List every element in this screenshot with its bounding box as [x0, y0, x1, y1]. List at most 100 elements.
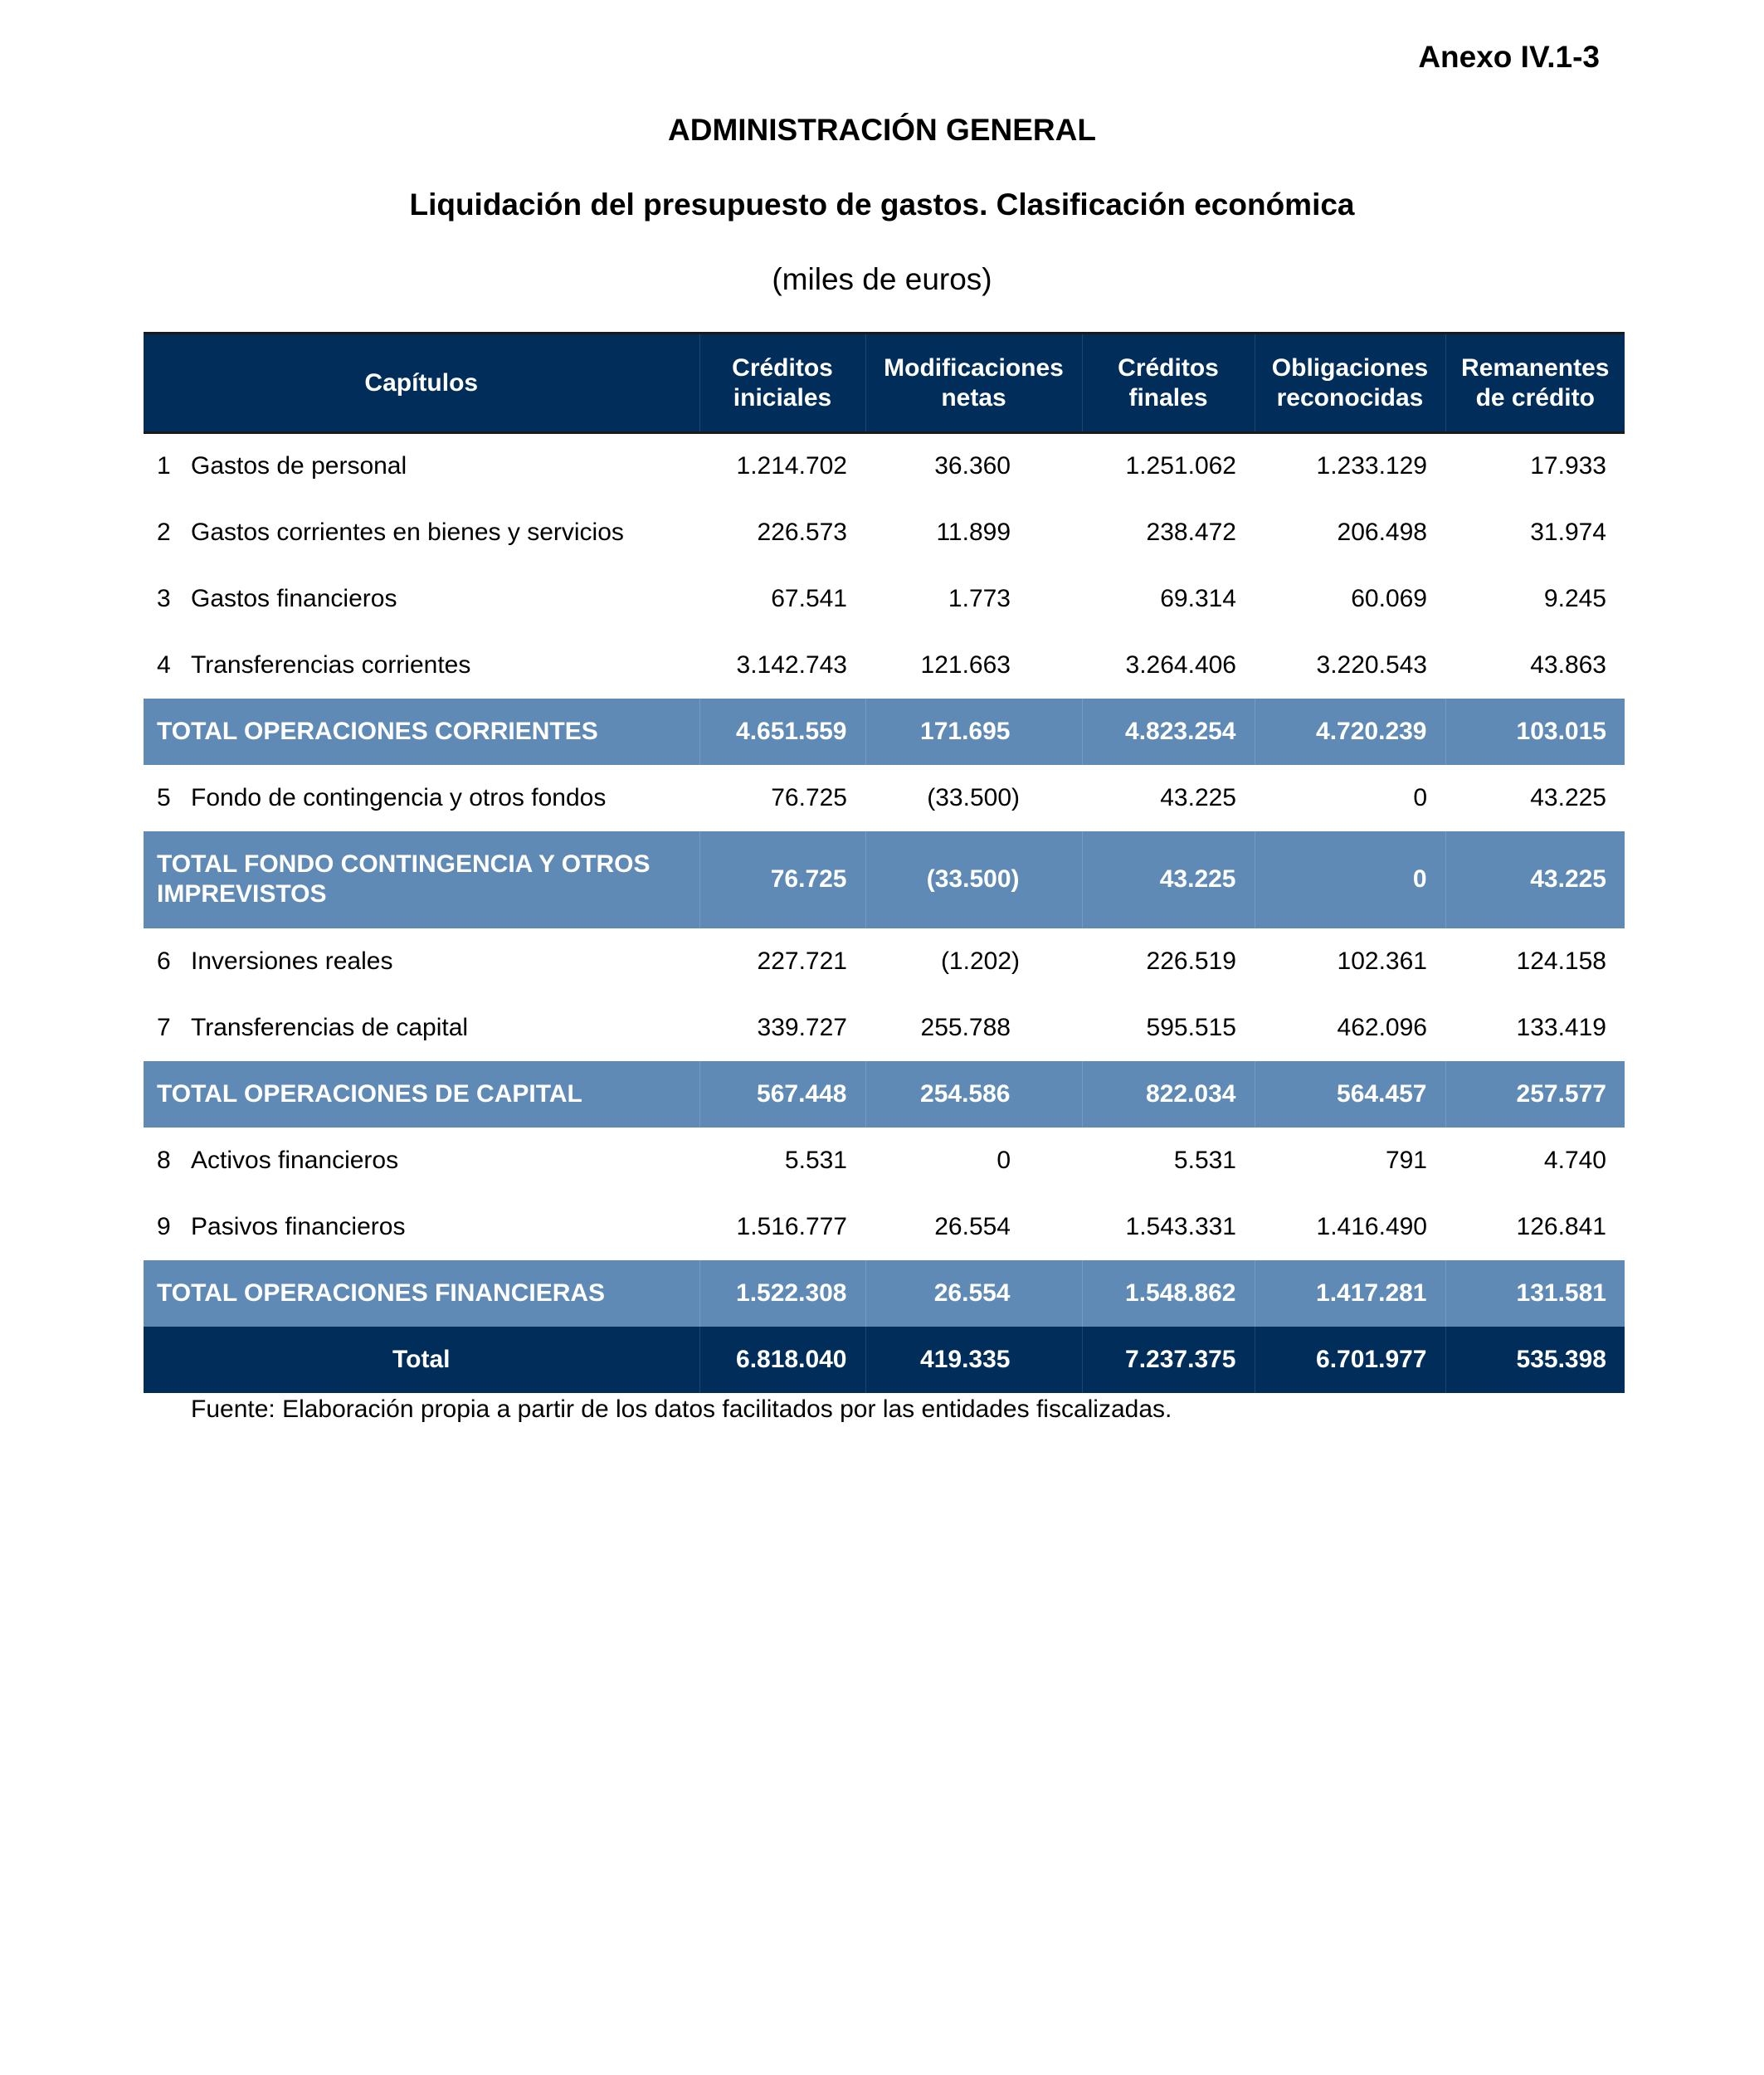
cell-value: 535.398	[1516, 1345, 1606, 1373]
page-subtitle: Liquidación del presupuesto de gastos. C…	[409, 188, 1355, 222]
table-row: 4 Transferencias corrientes 3.142.743 121.6…	[144, 632, 1625, 699]
cell-value: (33.500)	[926, 865, 1020, 893]
value-cell: 4.651.559	[699, 698, 865, 765]
cell-value: 43.225	[1530, 865, 1606, 893]
value-cell: 206.498	[1255, 499, 1445, 566]
value-cell: 226.519	[1082, 928, 1255, 995]
cell-value: 226.519	[1146, 947, 1236, 975]
cell-value: 226.573	[757, 518, 847, 546]
value-cell: 462.096	[1255, 995, 1445, 1061]
value-cell: 43.225	[1445, 765, 1625, 831]
cell-value: 17.933	[1530, 452, 1606, 480]
value-cell: 4.740	[1445, 1128, 1625, 1194]
value-cell: 26.554	[865, 1259, 1082, 1327]
cell-value: 1.214.702	[736, 452, 847, 480]
value-cell: 9.245	[1445, 566, 1625, 632]
row-label: Total	[144, 1327, 699, 1393]
cell-value: 1.548.862	[1125, 1279, 1236, 1307]
value-cell: 102.361	[1255, 928, 1445, 995]
value-cell: 69.314	[1082, 566, 1255, 632]
chapter-label: TOTAL OPERACIONES DE CAPITAL	[157, 1079, 582, 1108]
cell-value: 6.701.977	[1316, 1345, 1427, 1373]
value-cell: 67.541	[699, 566, 865, 632]
value-cell: (1.202)	[865, 928, 1082, 995]
cell-value: 254.586	[920, 1079, 1011, 1108]
chapter-label: Pasivos financieros	[191, 1212, 406, 1240]
cell-value: 3.142.743	[736, 650, 847, 679]
value-cell: 4.823.254	[1081, 698, 1255, 765]
subtotal-row: TOTAL OPERACIONES CORRIENTES 4.651.559 171…	[144, 698, 1625, 765]
value-cell: 126.841	[1445, 1194, 1625, 1260]
chapter-label: Gastos financieros	[191, 584, 397, 612]
value-cell: 1.522.308	[699, 1259, 865, 1327]
cell-value: 595.515	[1146, 1013, 1236, 1041]
chapter-number: 7	[157, 1013, 171, 1041]
value-cell: 339.727	[699, 995, 865, 1061]
subtotal-row: TOTAL OPERACIONES DE CAPITAL 567.448 254.5…	[144, 1060, 1625, 1128]
cell-value: 1.543.331	[1125, 1212, 1236, 1240]
cell-value: 43.225	[1159, 865, 1236, 893]
cell-value: 3.264.406	[1125, 650, 1236, 679]
grand-total-row: Total 6.818.040 419.335 7.237.375 6.701.977 5…	[144, 1326, 1625, 1393]
table-row: 1 Gastos de personal 1.214.702 36.360 1.251.…	[144, 433, 1625, 499]
cell-value: (33.500)	[927, 783, 1020, 811]
table-row: 8 Activos financieros 5.531 0 5.531 791 4.740	[144, 1128, 1625, 1194]
cell-value: 133.419	[1516, 1013, 1606, 1041]
table-row: 2 Gastos corrientes en bienes y servicios…	[144, 499, 1625, 566]
cell-value: 1.516.777	[736, 1212, 847, 1240]
row-label: 8 Activos financieros	[144, 1128, 699, 1194]
value-cell: 5.531	[1082, 1128, 1255, 1194]
value-cell: 791	[1255, 1128, 1445, 1194]
cell-value: 171.695	[920, 717, 1011, 745]
page-title: ADMINISTRACIÓN GENERAL	[668, 113, 1096, 147]
chapter-label: Activos financieros	[191, 1146, 399, 1174]
cell-value: 7.237.375	[1125, 1345, 1236, 1373]
chapter-number: 2	[157, 518, 171, 546]
chapter-number: 6	[157, 947, 171, 975]
cell-value: 822.034	[1146, 1079, 1236, 1108]
value-cell: 76.725	[699, 830, 865, 928]
value-cell: 419.335	[865, 1326, 1082, 1393]
cell-value: 1.773	[948, 584, 1011, 612]
value-cell: 822.034	[1081, 1060, 1255, 1128]
value-cell: 43.225	[1082, 765, 1255, 831]
cell-value: 26.554	[933, 1279, 1011, 1307]
value-cell: 1.543.331	[1082, 1194, 1255, 1260]
cell-value: 1.417.281	[1316, 1279, 1427, 1307]
value-cell: 1.416.490	[1255, 1194, 1445, 1260]
chapter-label: Transferencias corrientes	[191, 650, 471, 679]
cell-value: 0	[1413, 783, 1427, 811]
value-cell: 595.515	[1082, 995, 1255, 1061]
value-cell: 1.548.862	[1081, 1259, 1255, 1327]
chapter-label: Fondo de contingencia y otros fondos	[191, 783, 607, 811]
value-cell: 7.237.375	[1081, 1326, 1255, 1393]
table-row: 3 Gastos financieros 67.541 1.773 69.314 60.0…	[144, 566, 1625, 632]
cell-value: 26.554	[934, 1212, 1011, 1240]
value-cell: 31.974	[1445, 499, 1625, 566]
value-cell: 60.069	[1255, 566, 1445, 632]
value-cell: 226.573	[699, 499, 865, 566]
chapter-label: Transferencias de capital	[191, 1013, 469, 1041]
header-modificaciones-netas: Modificaciones netas	[865, 332, 1082, 434]
row-label: 1 Gastos de personal	[144, 433, 699, 499]
value-cell: 535.398	[1445, 1326, 1625, 1393]
cell-value: 0	[1412, 865, 1427, 893]
value-cell: 1.233.129	[1255, 433, 1445, 499]
value-cell: 26.554	[865, 1194, 1082, 1260]
chapter-label: Gastos de personal	[191, 452, 407, 480]
units-label: (miles de euros)	[772, 262, 992, 296]
cell-value: 6.818.040	[736, 1345, 847, 1373]
cell-value: 339.727	[757, 1013, 847, 1041]
chapter-number: 5	[157, 783, 171, 811]
row-label: 7 Transferencias de capital	[144, 995, 699, 1061]
value-cell: 103.015	[1445, 698, 1625, 765]
source-note: Fuente: Elaboración propia a partir de l…	[191, 1396, 1172, 1423]
cell-value: 102.361	[1337, 947, 1427, 975]
cell-value: (1.202)	[940, 947, 1020, 975]
chapter-label: Inversiones reales	[191, 947, 393, 975]
chapter-label: TOTAL OPERACIONES FINANCIERAS	[157, 1279, 606, 1307]
cell-value: 4.823.254	[1125, 717, 1236, 745]
value-cell: 171.695	[865, 698, 1082, 765]
cell-value: 5.531	[1173, 1146, 1236, 1174]
table-row: 7 Transferencias de capital 339.727 255.788…	[144, 995, 1625, 1061]
